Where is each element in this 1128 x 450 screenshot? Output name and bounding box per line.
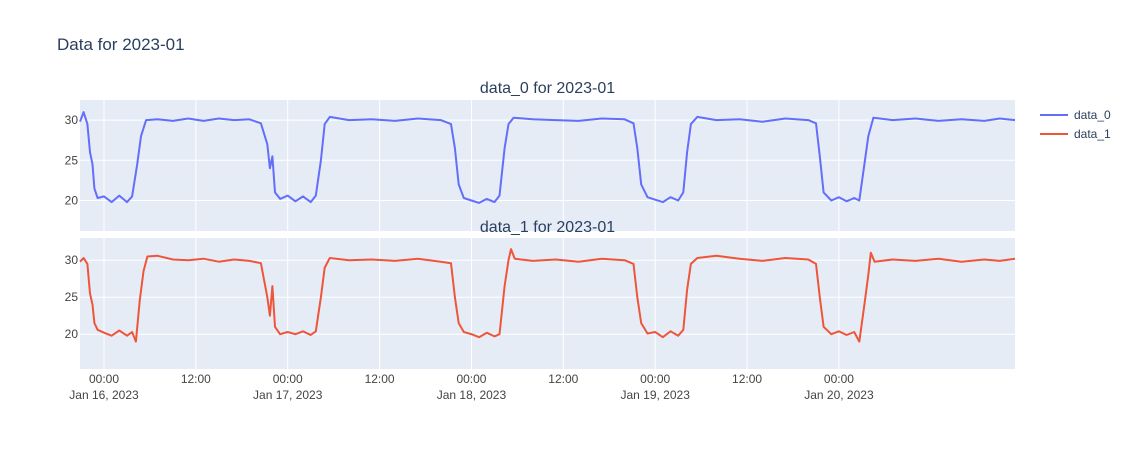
legend[interactable]: data_0 data_1	[1040, 108, 1111, 141]
x-tick-label: 12:00	[181, 372, 211, 386]
legend-label: data_1	[1074, 127, 1111, 141]
x-tick-label: 00:00	[89, 372, 119, 386]
legend-label: data_0	[1074, 108, 1111, 122]
x-tick-date-label: Jan 20, 2023	[804, 388, 874, 402]
plot-background	[80, 100, 1015, 231]
x-tick-label: 12:00	[732, 372, 762, 386]
x-axis: 00:00 Jan 16, 2023 12:00 00:00 Jan 17, 2023 1…	[69, 372, 874, 402]
x-tick-label: 00:00	[640, 372, 670, 386]
y-tick-label: 20	[65, 193, 79, 207]
subplot-title: data_0 for 2023-01	[480, 80, 615, 97]
subplot-1: 20 25 30 data_1 for 2023-01	[65, 219, 1016, 369]
y-tick-label: 20	[65, 327, 79, 341]
y-tick-label: 30	[65, 253, 79, 267]
x-tick-date-label: Jan 18, 2023	[437, 388, 507, 402]
x-tick-label: 00:00	[456, 372, 486, 386]
x-tick-date-label: Jan 19, 2023	[620, 388, 690, 402]
subplot-title: data_1 for 2023-01	[480, 219, 615, 236]
subplots: 20 25 30 data_0 for 2023-01 20 25 30 data_1 for…	[65, 80, 1016, 369]
y-tick-label: 25	[65, 290, 79, 304]
subplot-0: 20 25 30 data_0 for 2023-01	[65, 80, 1016, 231]
legend-item-data_0[interactable]: data_0	[1040, 108, 1111, 122]
legend-item-data_1[interactable]: data_1	[1040, 127, 1111, 141]
x-tick-date-label: Jan 16, 2023	[69, 388, 139, 402]
x-tick-label: 00:00	[824, 372, 854, 386]
chart-title: Data for 2023-01	[57, 35, 185, 54]
x-tick-label: 12:00	[365, 372, 395, 386]
series-line-data_0	[79, 111, 1016, 204]
plot-background	[80, 238, 1015, 369]
x-tick-label: 00:00	[273, 372, 303, 386]
x-tick-date-label: Jan 17, 2023	[253, 388, 323, 402]
x-tick-label: 12:00	[548, 372, 578, 386]
y-tick-label: 30	[65, 113, 79, 127]
series-line-data_1	[79, 248, 1016, 343]
y-tick-label: 25	[65, 153, 79, 167]
